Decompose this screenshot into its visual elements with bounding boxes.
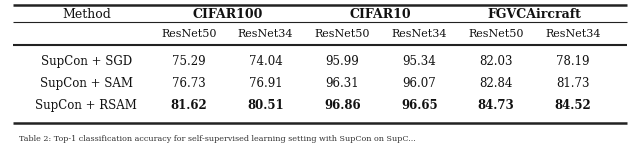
Text: 96.86: 96.86 [324, 98, 361, 112]
Text: 74.04: 74.04 [249, 55, 282, 68]
Text: ResNet34: ResNet34 [238, 28, 293, 39]
Text: 95.99: 95.99 [326, 55, 359, 68]
Text: 96.07: 96.07 [403, 77, 436, 90]
Text: 84.52: 84.52 [554, 98, 591, 112]
Text: ResNet34: ResNet34 [545, 28, 600, 39]
Text: CIFAR100: CIFAR100 [192, 8, 262, 21]
Text: FGVCAircraft: FGVCAircraft [488, 8, 581, 21]
Text: 96.65: 96.65 [401, 98, 438, 112]
Text: ResNet50: ResNet50 [468, 28, 524, 39]
Text: 82.84: 82.84 [479, 77, 513, 90]
Text: 75.29: 75.29 [172, 55, 205, 68]
Text: 81.73: 81.73 [556, 77, 589, 90]
Text: 78.19: 78.19 [556, 55, 589, 68]
Text: ResNet34: ResNet34 [392, 28, 447, 39]
Text: SupCon + RSAM: SupCon + RSAM [35, 98, 138, 112]
Text: 81.62: 81.62 [170, 98, 207, 112]
Text: CIFAR10: CIFAR10 [350, 8, 412, 21]
Text: 82.03: 82.03 [479, 55, 513, 68]
Text: ResNet50: ResNet50 [315, 28, 370, 39]
Text: ResNet50: ResNet50 [161, 28, 216, 39]
Text: 80.51: 80.51 [247, 98, 284, 112]
Text: SupCon + SGD: SupCon + SGD [41, 55, 132, 68]
Text: 76.73: 76.73 [172, 77, 205, 90]
Text: Table 2: Top-1 classification accuracy for self-supervised learning setting with: Table 2: Top-1 classification accuracy f… [19, 135, 416, 143]
Text: 84.73: 84.73 [477, 98, 515, 112]
Text: SupCon + SAM: SupCon + SAM [40, 77, 133, 90]
Text: 96.31: 96.31 [326, 77, 359, 90]
Text: 76.91: 76.91 [249, 77, 282, 90]
Text: 95.34: 95.34 [403, 55, 436, 68]
Text: Method: Method [62, 8, 111, 21]
